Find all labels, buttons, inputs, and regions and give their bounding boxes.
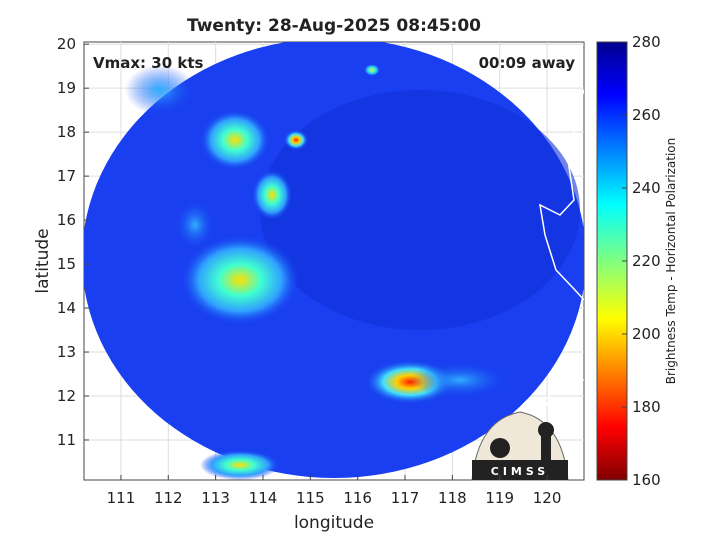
colorbar-tick-label: 180 — [632, 398, 661, 416]
y-tick-label: 18 — [57, 123, 76, 141]
x-tick-label: 113 — [201, 489, 230, 507]
y-tick-label: 11 — [57, 431, 76, 449]
y-tick-label: 12 — [57, 387, 76, 405]
x-tick-label: 111 — [107, 489, 136, 507]
colorbar-tick-label: 240 — [632, 179, 661, 197]
y-tick-label: 13 — [57, 343, 76, 361]
x-tick-label: 115 — [296, 489, 325, 507]
y-tick-label: 14 — [57, 299, 76, 317]
annotation: 00:09 away — [479, 54, 576, 72]
colorbar-tick-label: 200 — [632, 325, 661, 343]
annotation: Vmax: 30 kts — [93, 54, 203, 72]
y-tick-label: 16 — [57, 211, 76, 229]
colorbar-tick-label: 260 — [632, 106, 661, 124]
y-tick-label: 19 — [57, 79, 76, 97]
logo-text: CIMSS — [491, 465, 549, 478]
x-axis-label: longitude — [294, 513, 374, 533]
x-tick-label: 118 — [438, 489, 467, 507]
x-tick-label: 117 — [391, 489, 420, 507]
colorbar-tick-label: 220 — [632, 252, 661, 270]
x-tick-label: 112 — [154, 489, 183, 507]
y-tick-label: 20 — [57, 35, 76, 53]
colorbar-tick-label: 280 — [632, 33, 661, 51]
y-tick-label: 15 — [57, 255, 76, 273]
y-tick-label: 17 — [57, 167, 76, 185]
logo: CIMSS — [471, 411, 569, 481]
x-tick-label: 119 — [485, 489, 514, 507]
colorbar-tick-label: 160 — [632, 471, 661, 489]
x-tick-label: 116 — [343, 489, 372, 507]
x-tick-label: 120 — [533, 489, 562, 507]
swath — [84, 42, 584, 480]
y-axis-label: latitude — [33, 228, 53, 293]
chart-title: Twenty: 28-Aug-2025 08:45:00 — [187, 16, 481, 36]
colorbar-label: Brightness Temp - Horizontal Polarizatio… — [664, 138, 678, 385]
x-tick-label: 114 — [249, 489, 278, 507]
